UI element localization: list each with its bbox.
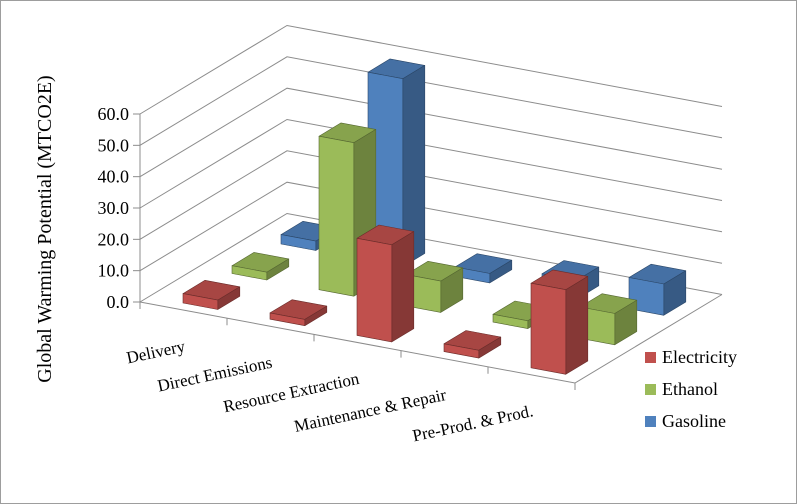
gridline: [139, 87, 723, 178]
legend-label: Gasoline: [662, 411, 726, 431]
bar-electricity-resource-extraction: [356, 238, 393, 343]
legend-item-gasoline: Gasoline: [645, 411, 795, 431]
bar-electricity-pre-prod-prod: [530, 282, 567, 375]
bar-electricity-maintenance-repair: [443, 343, 480, 359]
bar-electricity-resource-extraction-side: [391, 231, 415, 343]
gridline: [139, 150, 723, 240]
gridline: [139, 24, 723, 115]
category-label: Direct Emissions: [156, 353, 274, 396]
legend: Electricity Ethanol Gasoline: [645, 347, 795, 443]
legend-label: Ethanol: [662, 379, 718, 399]
y-axis-title: Global Warming Potential (MTCO2E): [34, 75, 56, 382]
value-tick-label: 20.0: [98, 229, 130, 249]
value-tick-label: 10.0: [98, 261, 130, 281]
gridline: [139, 118, 723, 209]
bar-ethanol-direct-emissions: [318, 135, 355, 297]
value-tick-label: 40.0: [98, 167, 130, 187]
value-tick-label: 50.0: [98, 135, 130, 155]
legend-item-electricity: Electricity: [645, 347, 795, 367]
gridline: [139, 181, 723, 272]
category-label: Delivery: [125, 336, 188, 367]
category-label: Pre-Prod. & Prod.: [411, 401, 535, 445]
bar-electricity-pre-prod-prod-side: [565, 276, 589, 375]
bar-gasoline-pre-prod-prod: [628, 277, 665, 316]
bar-electricity-direct-emissions: [269, 312, 306, 327]
legend-label: Electricity: [662, 347, 737, 367]
bar-electricity-delivery: [182, 293, 219, 310]
legend-swatch-gasoline: [645, 415, 656, 427]
bar-gasoline-delivery: [280, 234, 317, 251]
value-tick-label: 30.0: [98, 198, 130, 218]
value-tick-label: 60.0: [98, 104, 130, 124]
gridline: [139, 56, 723, 146]
bar-ethanol-maintenance-repair: [492, 313, 529, 329]
legend-swatch-electricity: [645, 351, 656, 363]
value-tick-label: 0.0: [107, 292, 130, 312]
legend-swatch-ethanol: [645, 383, 656, 395]
legend-item-ethanol: Ethanol: [645, 379, 795, 399]
bar-ethanol-delivery: [231, 265, 268, 281]
